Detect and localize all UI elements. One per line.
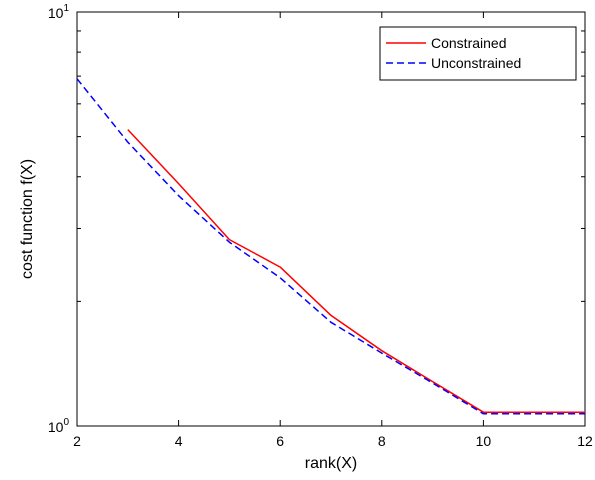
y-tick-label-1: 101 xyxy=(48,3,70,21)
legend-box xyxy=(379,26,577,81)
x-tick-label-12: 12 xyxy=(577,433,593,449)
axis-ticks xyxy=(76,11,586,427)
x-tick-label-10: 10 xyxy=(476,433,492,449)
legend-entry-constrained: Constrained xyxy=(431,35,507,51)
legend: Constrained Unconstrained xyxy=(379,26,577,81)
series-line-constrained xyxy=(127,129,585,413)
plot-area xyxy=(76,11,586,427)
y-tick-label-0: 100 xyxy=(48,417,70,435)
legend-entry-unconstrained: Unconstrained xyxy=(431,55,521,71)
series-line-unconstrained xyxy=(76,78,585,415)
x-tick-label-6: 6 xyxy=(276,433,284,449)
x-tick-label-8: 8 xyxy=(378,433,386,449)
x-axis-label: rank(X) xyxy=(305,455,357,472)
series-lines xyxy=(76,78,585,415)
x-tick-label-4: 4 xyxy=(175,433,183,449)
y-axis-label: cost function f(X) xyxy=(19,159,36,279)
plot-frame xyxy=(76,11,586,427)
tick-labels: 2 4 6 8 10 12 100 101 xyxy=(48,3,593,449)
x-tick-label-2: 2 xyxy=(73,433,81,449)
